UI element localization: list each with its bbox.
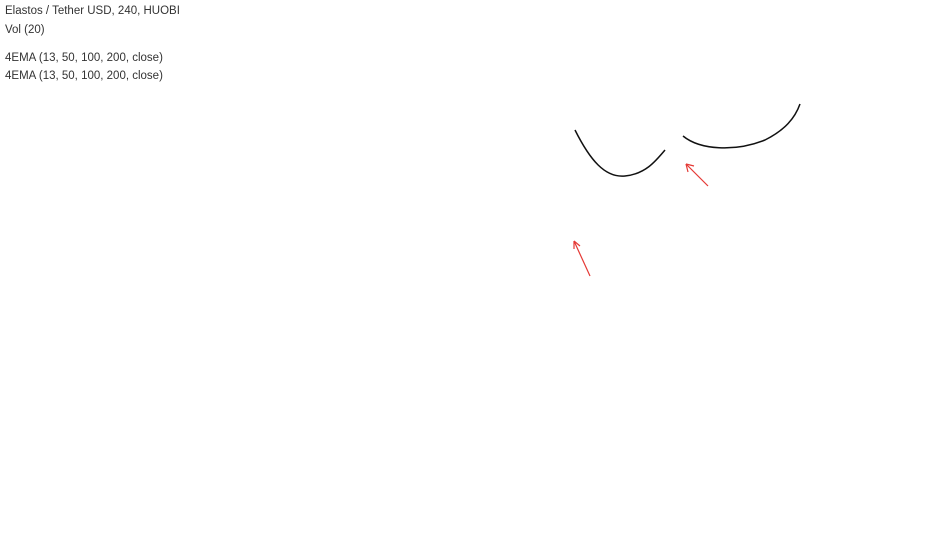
arrow	[685, 163, 709, 187]
arrow-head	[685, 163, 695, 173]
indicator-label: 4EMA (13, 50, 100, 200, close)	[5, 52, 163, 64]
chart-title: Elastos / Tether USD, 240, HUOBI	[5, 5, 180, 17]
arrow	[573, 240, 591, 277]
double-bottom-curve	[574, 129, 666, 177]
double-bottom-curve	[682, 103, 801, 149]
indicator-label: Vol (20)	[5, 24, 45, 36]
indicator-label: 4EMA (13, 50, 100, 200, close)	[5, 70, 163, 82]
arrow-head	[573, 240, 581, 249]
